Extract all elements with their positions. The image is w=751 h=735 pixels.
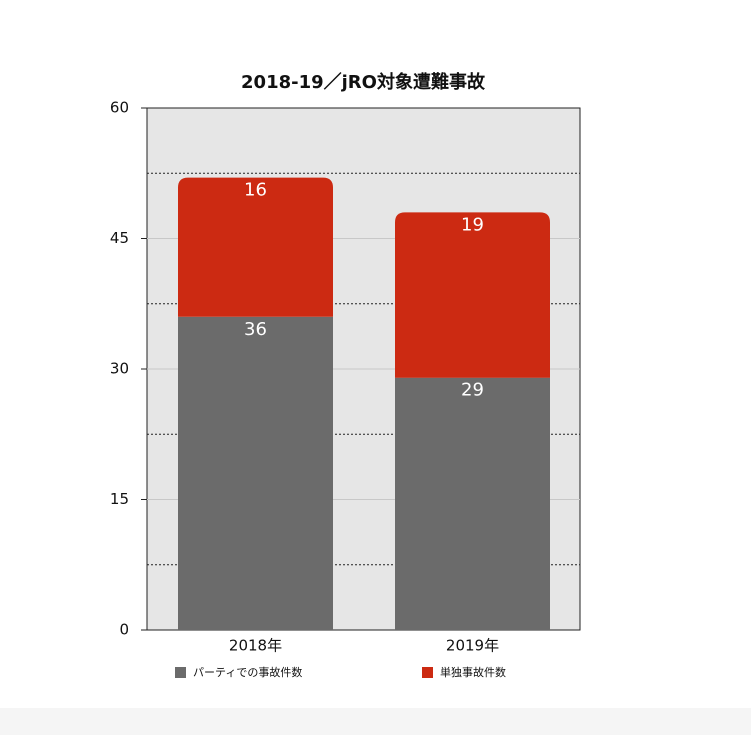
legend-label: 単独事故件数: [440, 665, 506, 679]
y-tick-label: 0: [119, 621, 129, 639]
x-tick-label: 2019年: [446, 637, 499, 655]
x-tick-label: 2018年: [229, 637, 282, 655]
y-tick-label: 30: [110, 360, 129, 378]
footer-band: [0, 708, 751, 735]
legend-swatch: [175, 667, 186, 678]
y-tick-label: 15: [110, 490, 129, 508]
y-tick-label: 60: [110, 99, 129, 117]
y-tick-label: 45: [110, 229, 129, 247]
value-label: 16: [244, 180, 267, 201]
bar-segment: [178, 177, 333, 317]
bar-segment: [178, 316, 333, 630]
value-label: 29: [461, 380, 484, 401]
bar-segment: [395, 377, 550, 630]
legend-label: パーティでの事故件数: [193, 665, 302, 679]
legend-swatch: [422, 667, 433, 678]
value-label: 36: [244, 319, 267, 340]
bar-segment: [395, 212, 550, 378]
value-label: 19: [461, 214, 484, 235]
chart-title: 2018-19／jRO対象遭難事故: [241, 71, 486, 93]
